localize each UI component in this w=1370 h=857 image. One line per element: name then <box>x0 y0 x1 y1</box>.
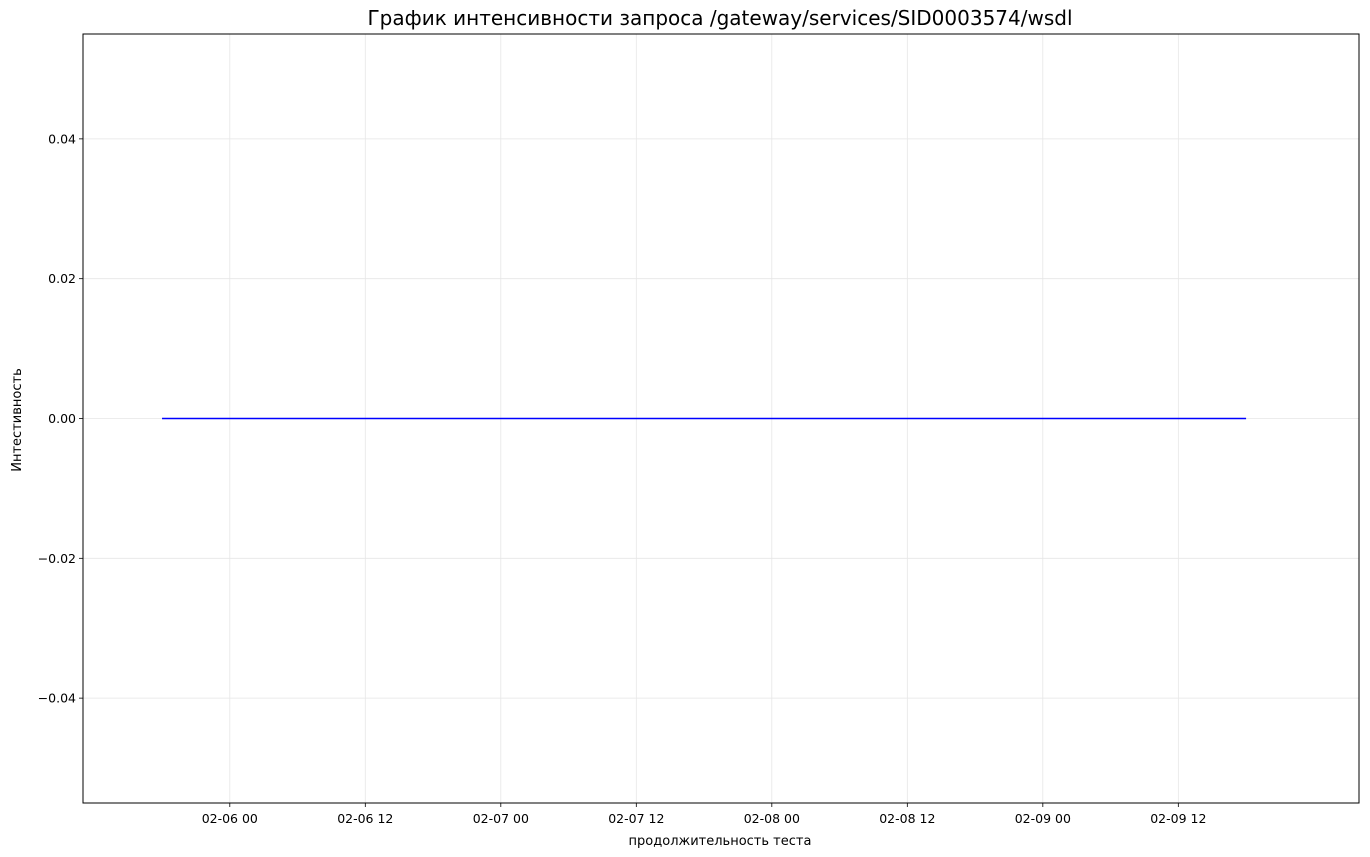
x-axis-label: продолжительность теста <box>629 834 812 849</box>
chart-title: График интенсивности запроса /gateway/se… <box>367 6 1072 30</box>
x-tick-label: 02-08 12 <box>879 811 935 826</box>
y-axis-label: Интестивность <box>10 368 25 471</box>
y-tick-label: −0.02 <box>38 551 76 566</box>
x-tick-label: 02-06 12 <box>337 811 393 826</box>
y-tick-label: 0.02 <box>48 271 76 286</box>
x-tick-label: 02-07 00 <box>473 811 529 826</box>
x-tick-label: 02-06 00 <box>202 811 258 826</box>
y-tick-label: 0.04 <box>48 131 76 146</box>
y-axis: 0.04 0.02 0.00 −0.02 −0.04 <box>38 131 83 706</box>
x-tick-label: 02-08 00 <box>744 811 800 826</box>
x-axis: 02-06 00 02-06 12 02-07 00 02-07 12 02-08 00… <box>202 803 1206 826</box>
y-tick-label: 0.00 <box>48 411 76 426</box>
x-tick-label: 02-09 12 <box>1150 811 1206 826</box>
y-tick-label: −0.04 <box>38 691 76 706</box>
x-tick-label: 02-07 12 <box>608 811 664 826</box>
x-tick-label: 02-09 00 <box>1015 811 1071 826</box>
